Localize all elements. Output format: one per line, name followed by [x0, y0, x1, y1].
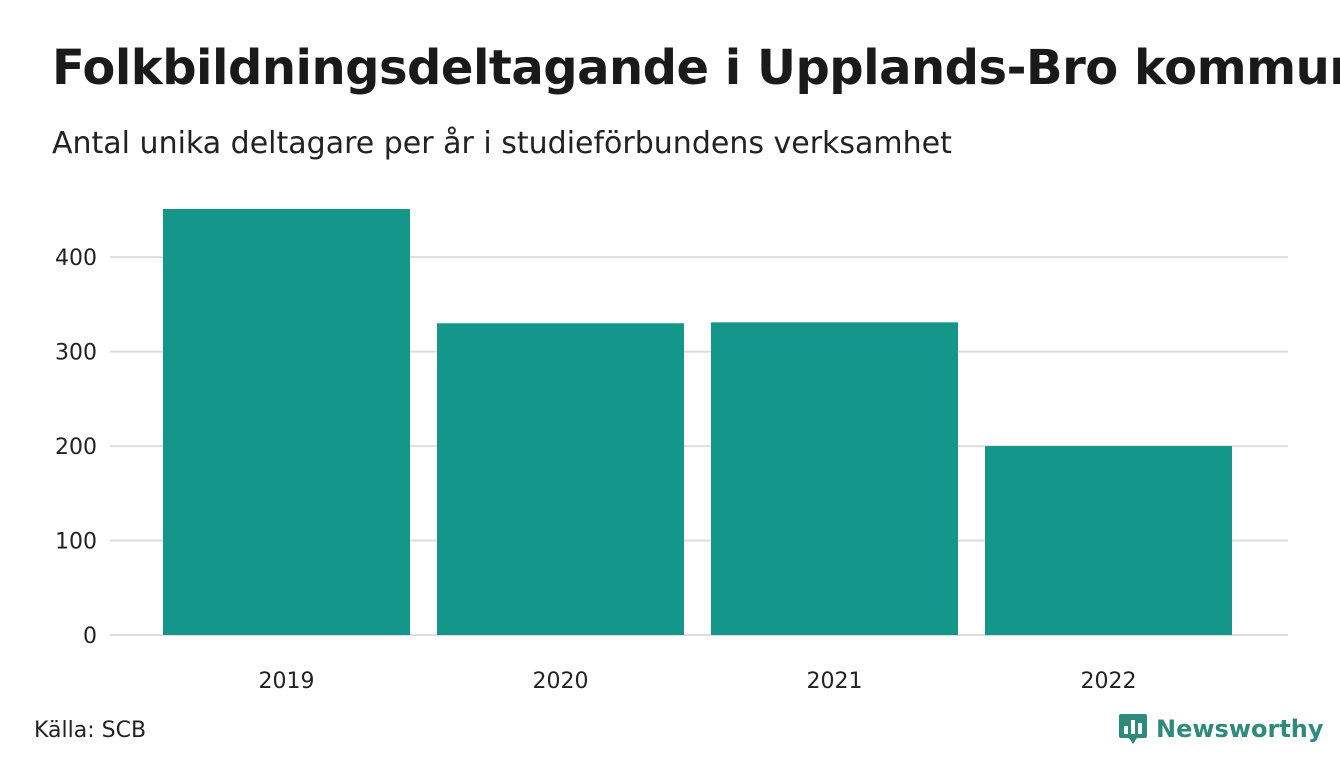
bar-2020 — [437, 323, 684, 635]
bar-2022 — [985, 446, 1232, 635]
bars — [163, 209, 1232, 635]
y-axis-ticks: 0 100 200 300 400 — [55, 246, 97, 649]
x-axis-ticks: 2019 2020 2021 2022 — [259, 669, 1137, 694]
brand-logo: Newsworthy — [1118, 712, 1324, 746]
brand-name: Newsworthy — [1156, 715, 1324, 743]
y-tick-label: 400 — [55, 246, 97, 271]
chart-title: Folkbildningsdeltagande i Upplands-Bro k… — [52, 40, 1340, 96]
bar-2021 — [711, 322, 958, 635]
y-tick-label: 0 — [83, 624, 97, 649]
x-tick-label-2022: 2022 — [1081, 669, 1137, 694]
y-tick-label: 200 — [55, 435, 97, 460]
x-tick-label-2020: 2020 — [533, 669, 589, 694]
y-tick-label: 300 — [55, 341, 97, 366]
bar-chart-speech-bubble-icon — [1119, 714, 1147, 744]
source-note: Källa: SCB — [34, 718, 147, 743]
bar-2019 — [163, 209, 410, 635]
x-tick-label-2021: 2021 — [807, 669, 863, 694]
y-tick-label: 100 — [55, 530, 97, 555]
x-tick-label-2019: 2019 — [259, 669, 315, 694]
chart-subtitle: Antal unika deltagare per år i studieför… — [52, 126, 952, 161]
